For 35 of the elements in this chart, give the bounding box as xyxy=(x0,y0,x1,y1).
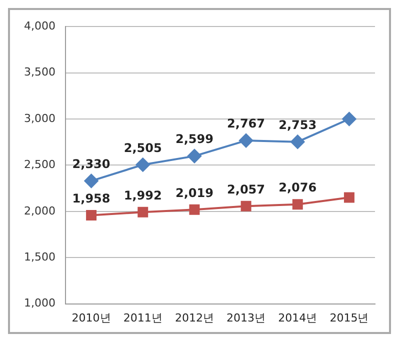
point xyxy=(292,199,303,210)
x-tick-label: 2011년 xyxy=(123,311,162,324)
y-tick-label: 2,500 xyxy=(24,158,56,172)
data-label: 2,753 xyxy=(278,118,317,132)
point xyxy=(138,206,148,218)
y-tick-label: 3,000 xyxy=(24,112,56,125)
x-tick-label: 2010년 xyxy=(72,311,111,324)
point xyxy=(290,134,305,149)
x-tick-label: 2014년 xyxy=(278,311,318,324)
data-label: 2,076 xyxy=(278,180,317,195)
data-label: 2,767 xyxy=(227,116,266,131)
data-label: 2,019 xyxy=(175,186,214,200)
y-tick-label: 2,000 xyxy=(24,204,56,218)
y-tick-label: 1,500 xyxy=(24,250,56,264)
point xyxy=(240,200,252,212)
data-label: 1,992 xyxy=(124,188,162,202)
x-tick-label: 2013년 xyxy=(226,311,266,324)
point xyxy=(342,112,356,126)
point xyxy=(136,158,150,172)
y-tick-label: 3,500 xyxy=(24,66,56,79)
y-tick-label: 4,000 xyxy=(24,19,56,32)
x-tick-label: 2015년 xyxy=(330,311,369,324)
point xyxy=(86,210,97,221)
point xyxy=(344,192,354,203)
y-tick-label: 1,000 xyxy=(24,296,56,310)
point xyxy=(84,174,98,188)
data-label: 2,505 xyxy=(124,140,162,155)
x-tick-label: 2012년 xyxy=(174,311,214,324)
data-label: 2,599 xyxy=(175,132,214,146)
point xyxy=(189,204,200,215)
data-label: 1,958 xyxy=(72,191,110,206)
data-label: 2,057 xyxy=(227,182,266,196)
data-label: 2,330 xyxy=(72,157,110,172)
point xyxy=(187,149,202,164)
point xyxy=(239,134,254,148)
